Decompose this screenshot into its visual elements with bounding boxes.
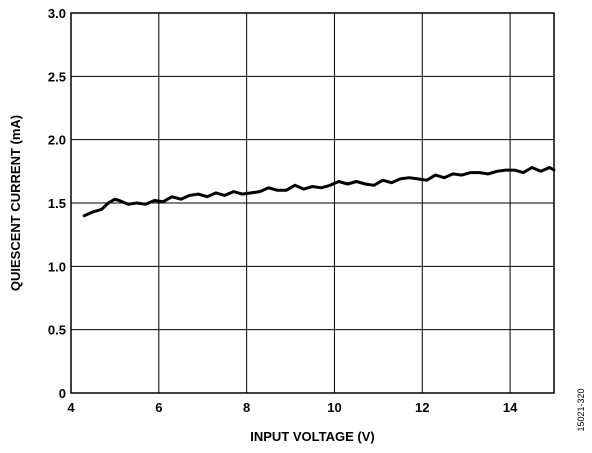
x-tick-label: 14 <box>503 400 518 415</box>
x-tick-label: 6 <box>155 400 162 415</box>
y-tick-label: 3.0 <box>48 6 66 21</box>
y-tick-label: 1.0 <box>48 259 66 274</box>
y-tick-label: 0 <box>59 386 66 401</box>
x-tick-label: 4 <box>67 400 75 415</box>
y-axis-title: QUIESCENT CURRENT (mA) <box>8 115 23 291</box>
x-tick-label: 8 <box>243 400 250 415</box>
x-tick-label: 10 <box>327 400 341 415</box>
plot-frame <box>70 12 555 394</box>
figure-id-note: 15021-320 <box>576 388 586 431</box>
y-tick-label: 0.5 <box>48 323 66 338</box>
series-line-0 <box>82 166 556 218</box>
series-layer <box>82 166 556 218</box>
y-tick-label: 2.0 <box>48 133 66 148</box>
grid-lines <box>71 13 554 393</box>
x-axis-title: INPUT VOLTAGE (V) <box>250 429 374 444</box>
y-tick-label: 1.5 <box>48 196 66 211</box>
x-tick-label: 12 <box>415 400 429 415</box>
y-tick-label: 2.5 <box>48 69 66 84</box>
tick-labels: 4 6 8 10 12 14 0 0.5 1.0 1.5 2.0 2.5 3.0 <box>48 6 518 415</box>
